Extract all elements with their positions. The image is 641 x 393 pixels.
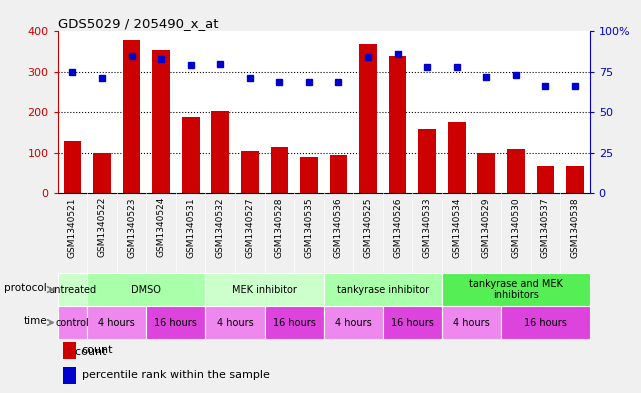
Text: control: control	[56, 318, 89, 328]
Text: GSM1340535: GSM1340535	[304, 197, 313, 258]
Text: 16 hours: 16 hours	[391, 318, 434, 328]
Text: count: count	[69, 347, 107, 356]
Text: 4 hours: 4 hours	[99, 318, 135, 328]
Bar	[153, 50, 170, 193]
Bar	[537, 166, 554, 193]
Text: GSM1340528: GSM1340528	[275, 197, 284, 257]
Text: untreated: untreated	[49, 285, 97, 295]
Text: GSM1340521: GSM1340521	[68, 197, 77, 257]
Bar	[448, 122, 465, 193]
Bar	[212, 112, 229, 193]
Text: GSM1340536: GSM1340536	[334, 197, 343, 258]
Bar	[58, 306, 87, 339]
Text: protocol: protocol	[4, 283, 47, 293]
Bar	[566, 166, 584, 193]
Bar	[359, 44, 377, 193]
Bar	[122, 40, 140, 193]
Text: GSM1340525: GSM1340525	[363, 197, 372, 257]
Text: GSM1340532: GSM1340532	[216, 197, 225, 257]
Bar	[507, 149, 525, 193]
Text: GSM1340534: GSM1340534	[452, 197, 462, 257]
Text: 16 hours: 16 hours	[154, 318, 197, 328]
Bar	[442, 273, 590, 306]
Bar	[271, 147, 288, 193]
Bar	[93, 152, 111, 193]
Bar	[324, 306, 383, 339]
Bar	[419, 129, 436, 193]
Text: GSM1340524: GSM1340524	[156, 197, 165, 257]
Text: GSM1340526: GSM1340526	[393, 197, 402, 257]
Bar	[63, 342, 76, 359]
Text: tankyrase inhibitor: tankyrase inhibitor	[337, 285, 429, 295]
Text: 4 hours: 4 hours	[217, 318, 253, 328]
Bar	[388, 56, 406, 193]
Text: percentile rank within the sample: percentile rank within the sample	[81, 370, 269, 380]
Bar	[442, 306, 501, 339]
Text: 16 hours: 16 hours	[524, 318, 567, 328]
Bar	[501, 306, 590, 339]
Bar	[241, 151, 259, 193]
Text: MEK inhibitor: MEK inhibitor	[232, 285, 297, 295]
Text: GSM1340522: GSM1340522	[97, 197, 106, 257]
Bar	[58, 273, 87, 306]
Bar	[478, 152, 495, 193]
Bar	[63, 367, 76, 384]
Bar	[300, 157, 318, 193]
Text: tankyrase and MEK
inhibitors: tankyrase and MEK inhibitors	[469, 279, 563, 300]
Text: GSM1340523: GSM1340523	[127, 197, 136, 257]
Text: 4 hours: 4 hours	[453, 318, 490, 328]
Bar	[87, 306, 146, 339]
Bar	[146, 306, 206, 339]
Bar	[324, 273, 442, 306]
Text: GSM1340527: GSM1340527	[246, 197, 254, 257]
Bar	[329, 155, 347, 193]
Text: GSM1340538: GSM1340538	[570, 197, 579, 258]
Text: time: time	[24, 316, 47, 326]
Text: GSM1340529: GSM1340529	[482, 197, 491, 257]
Bar	[265, 306, 324, 339]
Text: GSM1340537: GSM1340537	[541, 197, 550, 258]
Bar	[206, 273, 324, 306]
Text: GDS5029 / 205490_x_at: GDS5029 / 205490_x_at	[58, 17, 218, 30]
Bar	[206, 306, 265, 339]
Text: count: count	[81, 345, 113, 355]
Text: GSM1340533: GSM1340533	[422, 197, 431, 258]
Bar	[87, 273, 206, 306]
Bar	[182, 117, 199, 193]
Text: DMSO: DMSO	[131, 285, 162, 295]
Bar	[63, 141, 81, 193]
Text: GSM1340530: GSM1340530	[512, 197, 520, 258]
Text: 4 hours: 4 hours	[335, 318, 372, 328]
Text: 16 hours: 16 hours	[272, 318, 315, 328]
Bar	[383, 306, 442, 339]
Text: GSM1340531: GSM1340531	[186, 197, 196, 258]
